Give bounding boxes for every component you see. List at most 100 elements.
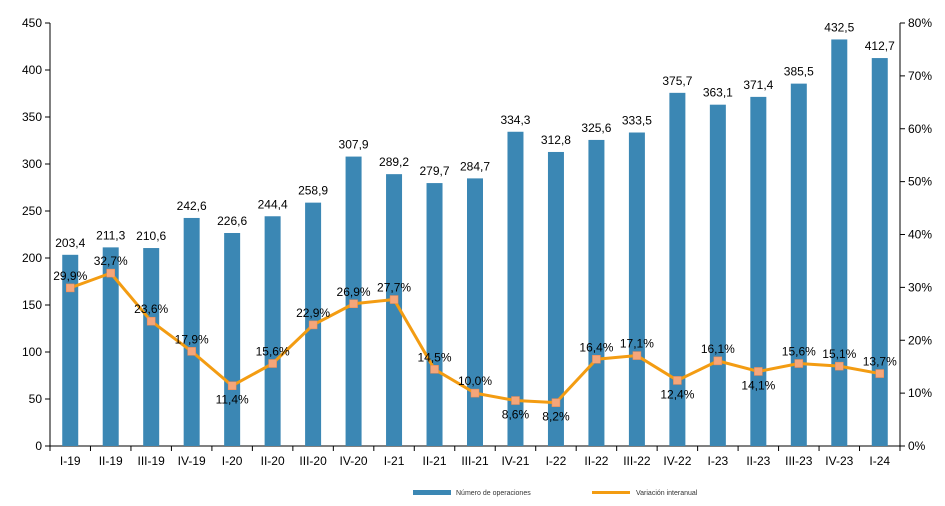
bar-data-label: 242,6 bbox=[177, 199, 207, 213]
bar-data-label: 371,4 bbox=[743, 78, 773, 92]
x-tick-label: IV-19 bbox=[178, 454, 206, 468]
x-tick-label: III-20 bbox=[299, 454, 327, 468]
line-point bbox=[106, 268, 115, 278]
y-right-tick-label: 50% bbox=[908, 175, 932, 189]
y-right-tick-label: 10% bbox=[908, 386, 932, 400]
bar-data-label: 258,9 bbox=[298, 184, 328, 198]
line-point bbox=[713, 356, 723, 366]
line-point bbox=[349, 299, 358, 309]
x-tick-label: I-24 bbox=[869, 454, 890, 468]
line-data-label: 15,6% bbox=[782, 345, 816, 359]
bar bbox=[588, 139, 605, 446]
y-left-tick-label: 450 bbox=[22, 16, 42, 30]
x-tick-label: III-22 bbox=[623, 454, 651, 468]
y-right-tick-label: 80% bbox=[908, 16, 932, 30]
bar bbox=[143, 248, 160, 446]
line-data-label: 13,7% bbox=[863, 355, 897, 369]
line-data-label: 29,9% bbox=[53, 269, 87, 283]
line-point bbox=[65, 283, 75, 293]
bar-data-label: 284,7 bbox=[460, 159, 490, 173]
x-tick-label: III-21 bbox=[461, 454, 489, 468]
bar-data-label: 226,6 bbox=[217, 214, 247, 228]
x-tick-label: I-23 bbox=[708, 454, 729, 468]
x-tick-label: I-19 bbox=[60, 454, 81, 468]
y-left-tick-label: 150 bbox=[22, 298, 42, 312]
line-data-label: 15,6% bbox=[256, 345, 290, 359]
y-left-tick-label: 400 bbox=[22, 63, 42, 77]
bar bbox=[467, 178, 483, 446]
line-data-label: 22,9% bbox=[296, 306, 330, 320]
bar-data-label: 244,4 bbox=[258, 197, 288, 211]
y-right-tick-label: 40% bbox=[908, 228, 932, 242]
legend-bar-label: Número de operaciones bbox=[456, 490, 531, 497]
bar bbox=[669, 92, 686, 446]
line-data-label: 14,1% bbox=[741, 378, 775, 392]
x-tick-label: II-21 bbox=[423, 454, 447, 468]
bar bbox=[426, 183, 443, 446]
bar bbox=[750, 96, 767, 446]
line-data-label: 8,6% bbox=[502, 408, 530, 422]
line-point bbox=[835, 361, 844, 371]
line-data-label: 8,2% bbox=[542, 410, 570, 424]
x-tick-label: II-22 bbox=[584, 454, 608, 468]
bar bbox=[709, 104, 726, 446]
line-data-label: 12,4% bbox=[660, 387, 694, 401]
bar-data-label: 432,5 bbox=[824, 20, 854, 34]
line-point bbox=[592, 355, 601, 364]
bar bbox=[790, 83, 807, 446]
bar-data-label: 325,6 bbox=[581, 121, 611, 135]
y-left-tick-label: 0 bbox=[35, 439, 42, 453]
y-left-tick-label: 50 bbox=[29, 392, 43, 406]
x-tick-label: II-23 bbox=[746, 454, 770, 468]
bar bbox=[831, 39, 848, 446]
line-point bbox=[551, 398, 561, 407]
bar bbox=[871, 58, 888, 446]
line-point bbox=[308, 320, 318, 330]
y-right-tick-label: 30% bbox=[908, 280, 932, 294]
bar-data-label: 312,8 bbox=[541, 133, 571, 147]
y-right-tick-label: 70% bbox=[908, 69, 932, 83]
y-left-tick-label: 100 bbox=[22, 345, 42, 359]
bar bbox=[183, 217, 200, 446]
x-tick-label: III-23 bbox=[785, 454, 813, 468]
bar-data-label: 412,7 bbox=[865, 39, 895, 53]
y-left-tick-label: 250 bbox=[22, 204, 42, 218]
x-tick-label: III-19 bbox=[138, 454, 166, 468]
bar-data-label: 375,7 bbox=[662, 74, 692, 88]
line-data-label: 16,1% bbox=[701, 342, 735, 356]
x-tick-label: I-20 bbox=[222, 454, 243, 468]
y-left-tick-label: 350 bbox=[22, 110, 42, 124]
bar-data-label: 211,3 bbox=[96, 228, 125, 242]
y-right-tick-label: 0% bbox=[908, 439, 926, 453]
line-point bbox=[632, 351, 642, 360]
bar-data-label: 307,9 bbox=[339, 138, 369, 152]
bar-data-label: 210,6 bbox=[136, 229, 166, 243]
line-point bbox=[875, 369, 885, 378]
legend: Número de operaciones Variación interanu… bbox=[413, 490, 698, 497]
bar-data-label: 385,5 bbox=[784, 65, 814, 79]
line-data-label: 23,6% bbox=[134, 302, 168, 316]
line-point bbox=[794, 359, 804, 368]
line-point bbox=[146, 316, 156, 326]
x-tick-label: I-21 bbox=[384, 454, 405, 468]
bar-data-label: 333,5 bbox=[622, 114, 652, 128]
line-point bbox=[389, 295, 399, 304]
line-point bbox=[511, 396, 520, 405]
axes: 0 50 100 150 200 250 300 350 400 450 0% 10% 20% 30% 40… bbox=[22, 16, 932, 468]
y-left-tick-label: 300 bbox=[22, 157, 42, 171]
bar bbox=[628, 132, 645, 446]
x-tick-label: II-20 bbox=[261, 454, 285, 468]
bar bbox=[386, 174, 403, 447]
line-data-label: 26,9% bbox=[337, 285, 371, 299]
bar-data-label: 289,2 bbox=[379, 155, 409, 169]
line-point bbox=[754, 367, 763, 376]
x-tick-label: IV-21 bbox=[501, 454, 529, 468]
line-point bbox=[430, 365, 439, 374]
x-tick-label: I-22 bbox=[546, 454, 567, 468]
bar bbox=[62, 254, 79, 446]
x-tick-label: II-19 bbox=[99, 454, 123, 468]
line-labels: 29,9% 32,7% 23,6% 17,9% 11,4% 15,6% 22,9% 26,9%… bbox=[53, 254, 897, 424]
line-data-label: 17,9% bbox=[175, 332, 209, 346]
line-data-label: 32,7% bbox=[94, 254, 128, 268]
bar-data-label: 363,1 bbox=[703, 86, 733, 100]
